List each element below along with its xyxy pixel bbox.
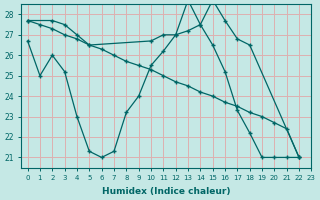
X-axis label: Humidex (Indice chaleur): Humidex (Indice chaleur) <box>102 187 231 196</box>
